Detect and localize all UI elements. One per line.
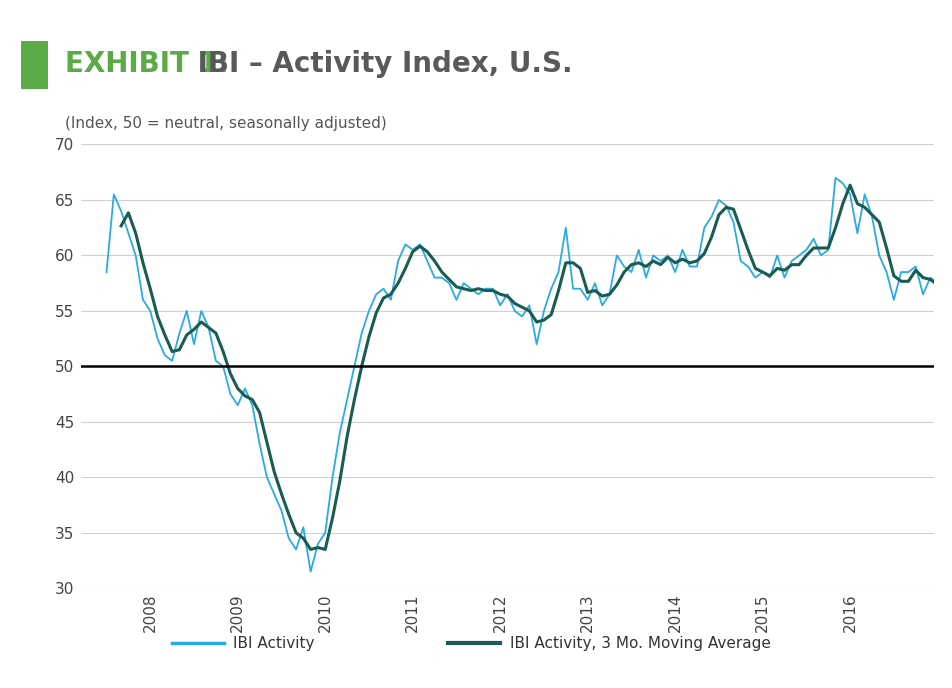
Text: (Index, 50 = neutral, seasonally adjusted): (Index, 50 = neutral, seasonally adjuste… xyxy=(65,116,387,131)
Text: IBI – Activity Index, U.S.: IBI – Activity Index, U.S. xyxy=(188,50,572,78)
Text: IBI Activity: IBI Activity xyxy=(233,636,315,651)
Bar xyxy=(21,41,48,89)
Text: EXHIBIT 1:: EXHIBIT 1: xyxy=(65,50,228,78)
Text: IBI Activity, 3 Mo. Moving Average: IBI Activity, 3 Mo. Moving Average xyxy=(509,636,770,651)
